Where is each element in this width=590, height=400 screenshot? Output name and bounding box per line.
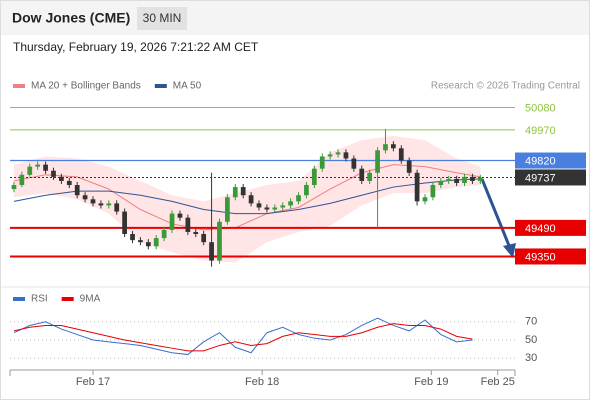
x-tick-label: Feb 17 <box>76 376 110 388</box>
candle-body <box>106 203 112 206</box>
candle-body <box>327 154 333 157</box>
interval: 30 MIN <box>143 11 182 25</box>
candle-body <box>470 176 475 181</box>
legend-label: MA 20 + Bollinger Bands <box>31 81 141 92</box>
title: Dow Jones (CME) <box>12 10 130 26</box>
candle-body <box>248 195 254 204</box>
y-tick-label: 50 <box>525 334 537 346</box>
date: Thursday, February 19, 2026 7:21:22 AM C… <box>13 40 259 54</box>
candle-body <box>177 213 183 218</box>
candle-body <box>122 211 127 235</box>
ma50-line <box>13 178 481 215</box>
candle-body <box>217 221 222 261</box>
candle-body <box>343 152 349 159</box>
candle-body <box>359 168 365 181</box>
candle-body <box>51 170 56 177</box>
candle-body <box>169 213 175 230</box>
interval-badge <box>137 7 187 30</box>
candle-body <box>185 217 191 232</box>
resistance-level-label: 50080 <box>525 102 556 114</box>
candle-body <box>256 203 262 208</box>
candle-body <box>27 166 33 175</box>
candle-body <box>414 172 420 202</box>
support-level-label: 49350 <box>525 251 556 263</box>
credit: Research © 2026 Trading Central <box>431 81 580 92</box>
forecast-arrowhead <box>503 243 516 258</box>
candle-body <box>304 185 309 196</box>
candle-body <box>430 185 436 198</box>
candle-body <box>264 207 270 210</box>
x-tick-label: Feb 19 <box>414 376 448 388</box>
legend-swatch <box>61 297 74 301</box>
y-tick-label: 70 <box>525 316 537 328</box>
candle-body <box>90 199 96 204</box>
candle-body <box>462 176 467 183</box>
support-level-box <box>515 248 586 265</box>
candle-body <box>138 240 143 243</box>
candle-body <box>19 174 25 186</box>
legend-label: RSI <box>31 294 48 305</box>
resistance-level-label: 49970 <box>525 125 556 137</box>
candle-body <box>351 158 357 169</box>
candle-body <box>11 185 17 190</box>
last-price-label: 49737 <box>525 172 556 184</box>
pivot-level-label: 49820 <box>525 155 556 167</box>
candle-body <box>280 205 286 208</box>
candle-body <box>59 176 64 181</box>
support-level-box <box>515 219 586 236</box>
candle-body <box>398 148 404 161</box>
pivot-level-box <box>515 152 586 169</box>
last-price-box <box>515 169 586 186</box>
candle-body <box>66 180 72 186</box>
forecast-arrow <box>480 178 512 249</box>
candle-body <box>130 234 135 241</box>
candle-body <box>446 178 452 181</box>
legend-swatch <box>154 84 167 88</box>
candle-body <box>383 144 388 151</box>
candle-body <box>35 164 41 167</box>
x-tick-label: Feb 18 <box>245 376 279 388</box>
header-band <box>1 1 589 35</box>
legend-label: 9MA <box>80 294 101 305</box>
candle-body <box>422 197 428 202</box>
candle-body <box>161 229 167 239</box>
candle-body <box>296 195 301 202</box>
legend-swatch <box>13 84 25 88</box>
candle-body <box>477 177 483 181</box>
candle-body <box>98 203 104 206</box>
candle-body <box>406 160 412 173</box>
candle-body <box>43 164 48 171</box>
candle-body <box>319 156 325 169</box>
legend-swatch <box>13 297 25 301</box>
candle-body <box>438 180 444 186</box>
candle-body <box>375 150 380 173</box>
candle-body <box>209 242 214 261</box>
x-tick-label: Feb 25 <box>481 376 515 388</box>
candle-body <box>82 195 88 200</box>
candle-body <box>193 231 199 235</box>
candle-body <box>114 203 120 212</box>
rsi-line <box>13 323 473 352</box>
candle-body <box>240 187 246 196</box>
candle-body <box>153 238 159 247</box>
legend-label: MA 50 <box>173 81 202 92</box>
candle-body <box>335 152 341 155</box>
support-level-label: 49490 <box>525 223 556 235</box>
y-tick-label: 30 <box>525 352 537 364</box>
candle-body <box>272 207 278 210</box>
candle-body <box>367 172 373 181</box>
candle-body <box>225 197 230 222</box>
candle-body <box>288 201 293 206</box>
candle-body <box>311 168 317 186</box>
candle-body <box>232 187 238 198</box>
candle-body <box>454 178 459 183</box>
candle-body <box>145 242 151 247</box>
rsi-line <box>13 317 473 356</box>
bollinger-band <box>13 136 481 263</box>
candle-body <box>74 185 80 196</box>
candle-body <box>201 234 207 243</box>
candle-body <box>391 144 396 149</box>
